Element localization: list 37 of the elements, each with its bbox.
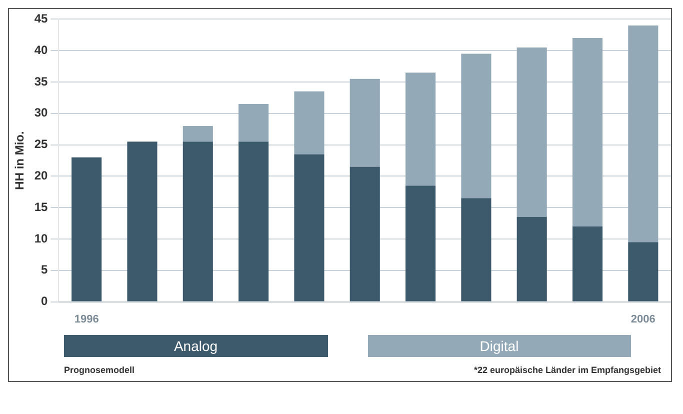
y-tick-label: 25: [34, 137, 48, 152]
y-tick-label: 20: [34, 168, 48, 183]
bar: [294, 91, 324, 154]
y-tick-label: 30: [34, 106, 48, 120]
text: Prognosemodell: [64, 365, 135, 375]
y-tick-label: 10: [34, 231, 48, 246]
bar: [294, 154, 324, 302]
y-tick-label: 40: [34, 42, 48, 57]
bar: [127, 142, 158, 302]
bar: [406, 72, 436, 186]
bar: [406, 186, 436, 302]
y-tick-label: 35: [34, 74, 48, 88]
y-tick-label: 45: [34, 12, 48, 26]
bar: [182, 142, 213, 302]
bar: [238, 142, 269, 302]
bar: [628, 25, 658, 242]
bar: [461, 54, 492, 198]
bar: [72, 157, 102, 302]
bar: [516, 47, 547, 218]
y-tick-label: 5: [41, 262, 48, 277]
bar: [628, 242, 658, 302]
x-tick-label: 1996: [74, 313, 99, 326]
y-axis-title: HH in Mio.: [12, 131, 27, 190]
text: Digital: [368, 335, 631, 357]
bar: [572, 38, 603, 226]
bar: [182, 126, 213, 142]
bar: [350, 78, 380, 167]
text: Analog: [64, 335, 328, 357]
bar: [461, 198, 492, 302]
text: *22 europäische Länder im Empfangsgebiet: [474, 365, 661, 375]
bar: [572, 226, 603, 302]
x-tick-label: 2006: [630, 313, 656, 326]
bar: [516, 217, 547, 302]
y-tick-label: 15: [34, 200, 48, 214]
y-tick-label: 0: [41, 294, 48, 308]
bar: [238, 104, 269, 142]
bar: [350, 166, 380, 302]
